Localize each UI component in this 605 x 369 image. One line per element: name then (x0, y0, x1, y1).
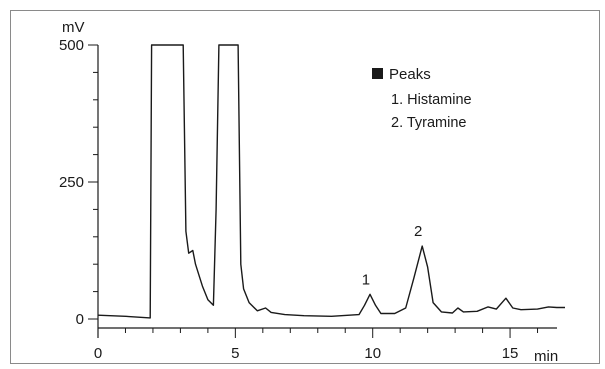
x-tick-label: 15 (502, 345, 519, 362)
label-layer: 12 (362, 223, 423, 288)
x-tick-label: 0 (94, 345, 102, 362)
peak-label: 1 (362, 271, 370, 288)
y-unit-label: mV (62, 19, 85, 36)
y-tick-label: 500 (59, 37, 84, 54)
chromatogram-trace (97, 44, 565, 319)
legend-title: Peaks (389, 66, 431, 83)
legend: Peaks 1. Histamine 2. Tyramine (372, 66, 472, 131)
legend-item-1: 1. Histamine (391, 92, 472, 108)
axes: 0 250 500 0 5 10 15 (59, 37, 557, 362)
x-unit-label: min (534, 348, 558, 365)
chart-frame (10, 10, 600, 364)
x-tick-label: 5 (231, 345, 239, 362)
peak-label: 2 (414, 223, 422, 240)
legend-square-icon (372, 68, 383, 79)
y-tick-label: 250 (59, 174, 84, 191)
series-layer (97, 44, 565, 319)
legend-item-2: 2. Tyramine (391, 115, 467, 131)
y-tick-label: 0 (76, 311, 84, 328)
x-tick-label: 10 (364, 345, 381, 362)
